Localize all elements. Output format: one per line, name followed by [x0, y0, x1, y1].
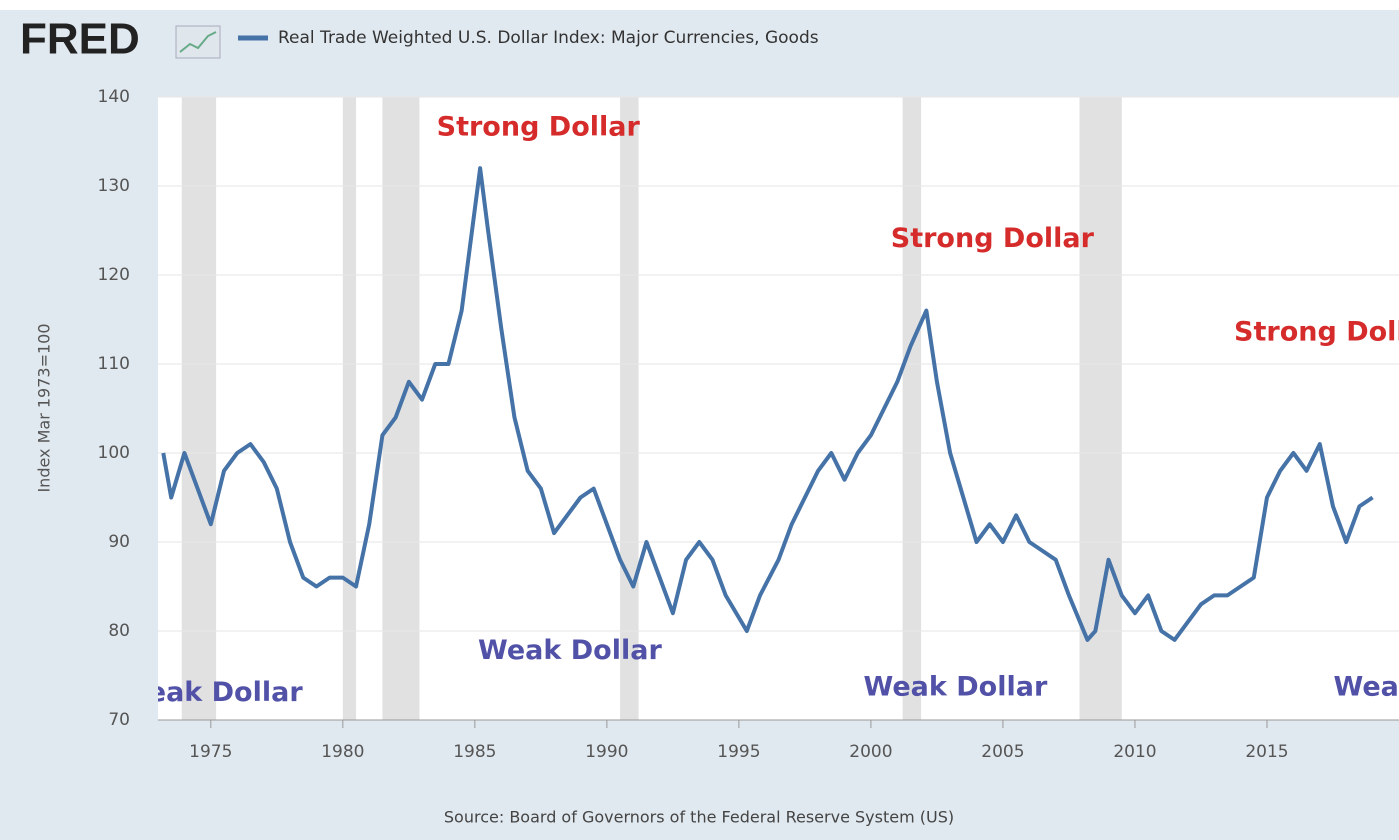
x-tick-label: 2010: [1113, 742, 1156, 762]
x-tick-label: 1985: [453, 742, 496, 762]
source-note: Source: Board of Governors of the Federa…: [444, 808, 954, 827]
logo-icon: [176, 26, 220, 58]
y-tick-label: 140: [98, 87, 130, 107]
annotation: Weak Dollar: [1334, 671, 1399, 702]
x-tick-label: 1995: [717, 742, 760, 762]
recession-band: [620, 97, 638, 720]
x-tick-label: 2000: [849, 742, 892, 762]
y-tick-label: 120: [98, 265, 130, 285]
x-tick-label: 1975: [189, 742, 232, 762]
y-tick-label: 80: [108, 621, 130, 641]
x-tick-label: 2005: [981, 742, 1024, 762]
recession-band: [903, 97, 921, 720]
y-tick-label: 100: [98, 443, 130, 463]
y-tick-label: 110: [98, 354, 130, 374]
x-tick-label: 2015: [1245, 742, 1288, 762]
chart: FRED Real Trade Weighted U.S. Dollar Ind…: [0, 0, 1399, 840]
x-tick-label: 1980: [321, 742, 364, 762]
annotation: Weak Dollar: [478, 635, 662, 666]
recession-band: [343, 97, 356, 720]
logo: FRED: [20, 15, 140, 64]
annotation: Strong Dollar: [891, 223, 1095, 254]
y-tick-label: 90: [108, 532, 130, 552]
y-tick-label: 70: [108, 710, 130, 730]
recession-band: [1080, 97, 1122, 720]
x-tick-label: 1990: [585, 742, 628, 762]
legend-label: Real Trade Weighted U.S. Dollar Index: M…: [278, 28, 819, 48]
annotation: Strong Dollar: [437, 112, 641, 143]
y-tick-label: 130: [98, 176, 130, 196]
y-axis-title: Index Mar 1973=100: [35, 323, 54, 492]
annotation: Weak Dollar: [864, 671, 1048, 702]
annotation: Strong Dollar: [1234, 316, 1399, 347]
recession-band: [182, 97, 216, 720]
